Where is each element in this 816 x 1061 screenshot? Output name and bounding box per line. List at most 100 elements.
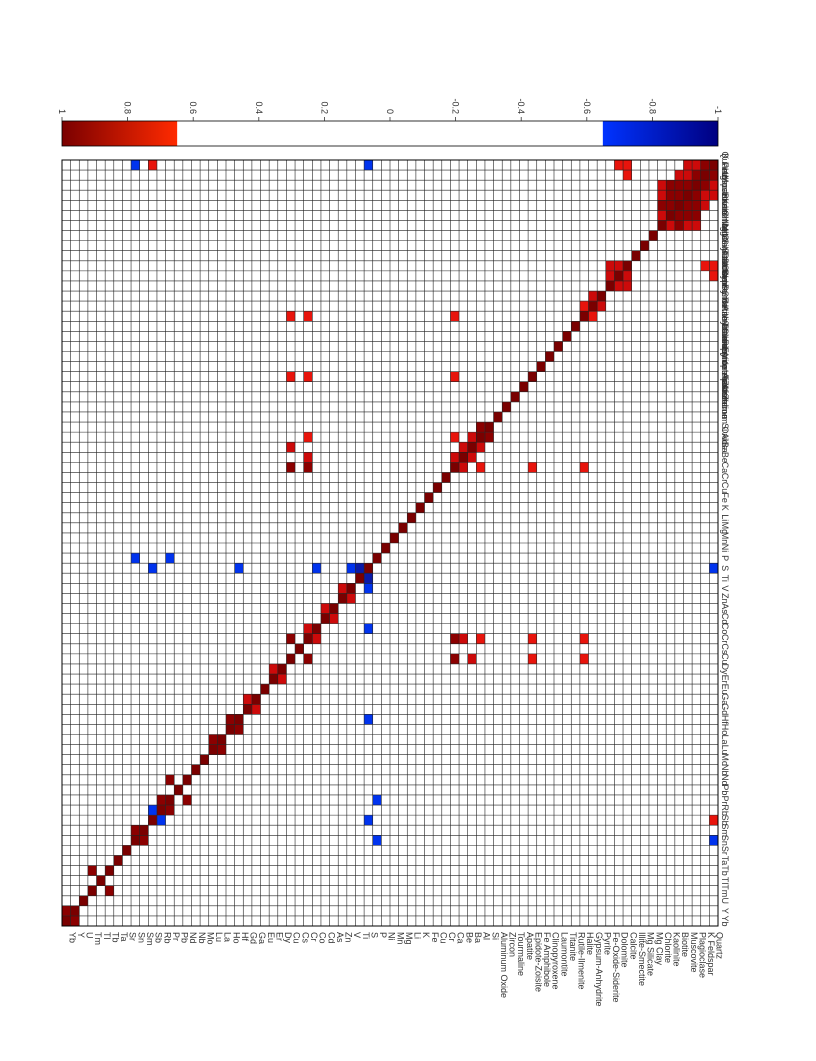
heatmap-cell xyxy=(683,180,693,191)
heatmap-cell xyxy=(286,311,296,322)
heatmap-cell xyxy=(484,432,494,443)
x-tick-label: Mg Silicate xyxy=(646,932,656,976)
heatmap-cell xyxy=(139,825,149,836)
heatmap-cell xyxy=(165,794,175,806)
x-tick-label: Rutile-Ilmenite xyxy=(577,932,587,990)
x-tick-label: Dolomite xyxy=(620,932,630,968)
heatmap-cell xyxy=(87,885,97,896)
heatmap-cell xyxy=(390,532,399,543)
y-tick-label: Ga xyxy=(720,693,730,705)
heatmap-cell xyxy=(303,462,313,473)
y-tick-label: Apatite xyxy=(720,373,730,401)
heatmap-cell xyxy=(286,442,296,453)
heatmap-cell xyxy=(105,865,114,876)
heatmap-cell xyxy=(605,270,615,281)
x-tick-label: Ba xyxy=(473,932,483,943)
heatmap-cell xyxy=(450,311,460,322)
heatmap-cell xyxy=(674,180,684,191)
heatmap-cell xyxy=(191,764,201,775)
colorbar-tick-label: 0.6 xyxy=(188,101,198,114)
heatmap-cell xyxy=(226,714,235,725)
heatmap-cell xyxy=(528,653,537,664)
y-tick-label: Nd xyxy=(720,774,730,786)
heatmap-cell xyxy=(614,260,624,271)
y-tick-label: Be xyxy=(720,452,730,463)
heatmap-cell xyxy=(657,190,667,201)
x-tick-label: La xyxy=(223,932,233,942)
heatmap-cell xyxy=(605,260,615,271)
y-tick-label: Mg xyxy=(720,522,730,535)
x-tick-label: Ta xyxy=(119,932,129,942)
x-tick-label: Sb xyxy=(154,932,164,943)
y-tick-label: Y xyxy=(720,908,730,914)
heatmap-cell xyxy=(683,210,693,221)
x-tick-label: Ga xyxy=(257,932,267,944)
heatmap-cell xyxy=(476,422,485,433)
heatmap-cell xyxy=(700,160,710,171)
heatmap-cell xyxy=(320,603,330,614)
heatmap-cell xyxy=(286,653,296,664)
x-tick-label: Fe Amphibole xyxy=(542,932,552,987)
x-tick-label: Aluminum Oxide xyxy=(499,932,509,998)
heatmap-cell xyxy=(450,462,460,473)
y-tick-label: Dy xyxy=(720,663,730,674)
heatmap-cell xyxy=(70,905,80,916)
colorbar-tick-label: -0.8 xyxy=(647,98,657,114)
heatmap-cell xyxy=(692,220,701,231)
heatmap-border xyxy=(61,159,719,927)
heatmap-cell xyxy=(312,563,321,574)
heatmap-cell xyxy=(467,653,477,664)
x-tick-label: Co xyxy=(318,932,328,944)
colorbar-tick-label: 0.2 xyxy=(319,101,329,114)
heatmap-cell xyxy=(502,401,511,412)
heatmap-cell xyxy=(148,815,157,826)
colorbar-tick-label: -0.4 xyxy=(516,98,526,114)
y-tick-label: Sn xyxy=(720,835,730,846)
heatmap-cell xyxy=(623,170,632,181)
heatmap-cell xyxy=(415,502,425,513)
heatmap-cell xyxy=(303,633,313,644)
heatmap-cell xyxy=(709,160,718,171)
y-tick-label: Mg Clay xyxy=(720,219,730,253)
heatmap-cell xyxy=(692,160,701,171)
x-tick-label: Muscovite xyxy=(689,932,699,973)
x-tick-label: Sn xyxy=(136,932,146,943)
x-tick-label: Hf xyxy=(240,932,250,941)
heatmap-cell xyxy=(666,190,675,201)
y-tick-label: Cd xyxy=(720,613,730,625)
heatmap-cell xyxy=(476,633,485,644)
heatmap-cell xyxy=(346,563,356,574)
x-tick-label: Si xyxy=(490,932,500,940)
x-tick-label: Mg Clay xyxy=(654,932,664,966)
heatmap-cell xyxy=(433,482,442,493)
x-tick-label: Plagioclase xyxy=(697,932,707,978)
y-tick-label: Ti xyxy=(720,575,730,582)
heatmap-cell xyxy=(700,190,710,201)
y-tick-label: Zircon xyxy=(720,394,730,419)
heatmap-cell xyxy=(303,452,313,463)
heatmap-cell xyxy=(62,915,71,926)
heatmap-cell xyxy=(312,623,321,634)
x-tick-label: Titanite xyxy=(568,932,578,961)
heatmap-cell xyxy=(562,331,572,342)
heatmap-cell xyxy=(597,301,606,312)
heatmap-cell xyxy=(148,160,157,171)
y-tick-label: Aluminum Oxide xyxy=(720,384,730,450)
x-tick-label: V xyxy=(352,932,362,938)
heatmap-cell xyxy=(286,371,296,382)
heatmap-cell xyxy=(640,240,649,251)
heatmap-cell xyxy=(605,280,615,292)
x-tick-label: Fe-Oxide-Siderite xyxy=(611,932,621,1003)
heatmap-cell xyxy=(450,371,460,382)
x-tick-label: Mn xyxy=(395,932,405,945)
heatmap-cell xyxy=(674,210,684,221)
heatmap-cell xyxy=(174,784,183,795)
heatmap-cell xyxy=(148,805,157,816)
heatmap-cell xyxy=(674,200,684,211)
y-tick-label: Cs xyxy=(720,643,730,654)
heatmap-cell xyxy=(493,411,503,423)
y-tick-label: Fe xyxy=(720,492,730,503)
heatmap-cell xyxy=(674,170,684,181)
y-tick-label: Er xyxy=(720,675,730,684)
